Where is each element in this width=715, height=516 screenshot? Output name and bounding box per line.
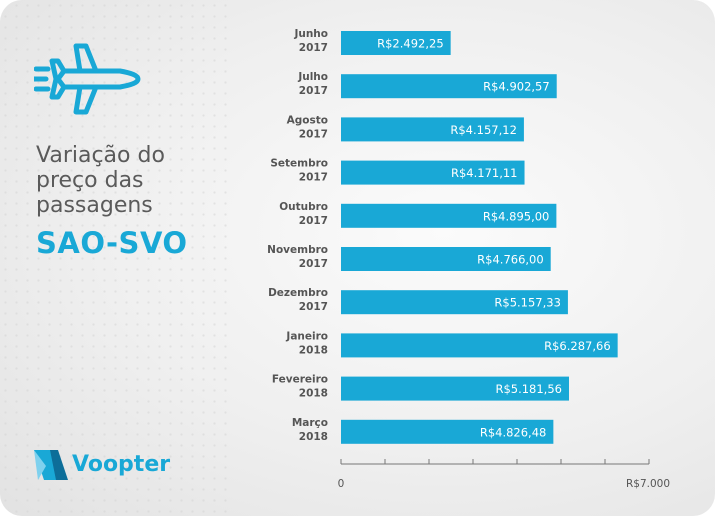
category-label-year: 2017: [299, 128, 328, 140]
category-label-month: Outubro: [279, 201, 328, 213]
category-label-year: 2018: [299, 431, 328, 443]
bar: [341, 290, 568, 315]
bar: [341, 117, 524, 142]
category-label-month: Março: [292, 417, 328, 429]
chart-title: Variação do preço das passagens: [36, 143, 236, 218]
bar: [341, 74, 557, 99]
bar-value-label: R$4.895,00: [483, 209, 550, 223]
bar: [341, 376, 569, 401]
bar-value-label: R$4.157,12: [450, 123, 517, 137]
category-label-month: Setembro: [270, 158, 328, 170]
bar-value-label: R$4.171,11: [451, 166, 518, 180]
bar-value-label: R$4.826,48: [480, 425, 547, 439]
bar: [341, 203, 557, 228]
category-label-month: Julho: [297, 71, 328, 83]
voopter-logo-icon: [34, 450, 68, 480]
bar: [341, 333, 618, 358]
airplane-icon: [34, 43, 141, 115]
bar-value-label: R$4.766,00: [477, 253, 544, 267]
bar-value-label: R$6.287,66: [544, 339, 611, 353]
category-label-year: 2017: [299, 85, 328, 97]
category-label-month: Novembro: [267, 244, 328, 256]
x-tick-label-min: 0: [338, 478, 345, 490]
bar: [341, 31, 451, 55]
category-label-month: Janeiro: [285, 330, 328, 342]
title-line-2: preço das: [36, 168, 144, 193]
bar-value-label: R$5.181,56: [495, 382, 562, 396]
category-label-year: 2017: [299, 42, 328, 54]
category-label-month: Junho: [293, 28, 328, 40]
category-label-year: 2017: [299, 301, 328, 313]
bar-value-label: R$2.492,25: [377, 37, 444, 51]
bar-value-label: R$5.157,33: [494, 296, 561, 310]
category-label-year: 2017: [299, 172, 328, 184]
bar: [341, 419, 554, 444]
x-tick-label-max: R$7.000: [626, 478, 670, 490]
brand-name: Voopter: [72, 452, 171, 477]
category-label-year: 2018: [299, 388, 328, 400]
title-line-1: Variação do: [36, 143, 165, 168]
category-label-month: Fevereiro: [272, 374, 328, 386]
bar: [341, 160, 525, 185]
category-label-month: Dezembro: [268, 287, 328, 299]
category-label-month: Agosto: [287, 114, 328, 126]
bar-value-label: R$4.902,57: [483, 80, 550, 94]
route-label: SAO-SVO: [36, 226, 188, 260]
category-label-year: 2017: [299, 215, 328, 227]
category-label-year: 2017: [299, 258, 328, 270]
title-line-3: passagens: [36, 193, 153, 218]
category-label-year: 2018: [299, 344, 328, 356]
bar: [341, 247, 551, 271]
